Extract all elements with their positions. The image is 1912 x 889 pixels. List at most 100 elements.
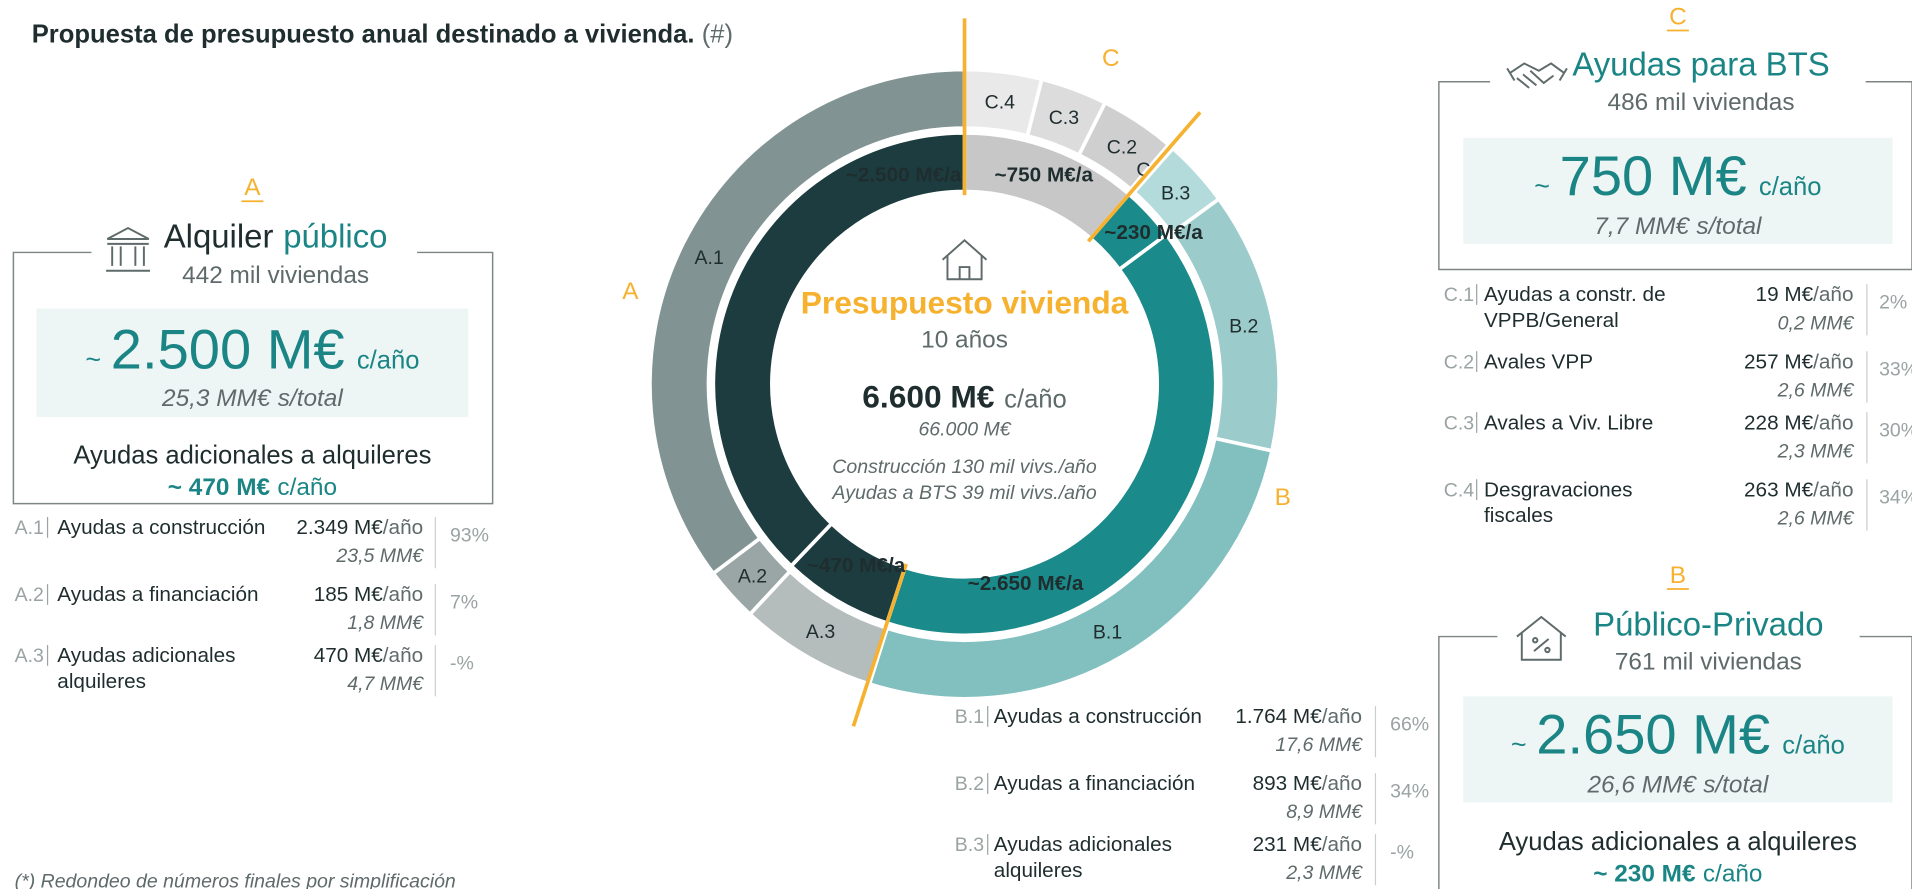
item-amount-part: 893 M€: [1253, 772, 1323, 795]
center-title-part: Presupuesto vivienda: [801, 284, 1129, 320]
item-amount-part: 257 M€: [1744, 350, 1814, 373]
item-name-part: alquileres: [994, 859, 1083, 882]
item-share-part: 93%: [450, 524, 489, 546]
panel-subtitle-part: 486 mil viviendas: [1608, 89, 1795, 116]
item-total: 2,3 MM€: [1285, 862, 1363, 884]
item-total: 2,3 MM€: [1777, 440, 1855, 462]
item-amount: 1.764 M€/año: [1235, 705, 1362, 728]
segment-code: A.3: [806, 621, 835, 643]
item-name-part: Ayudas adicionales: [57, 644, 235, 667]
panel-title: Alquiler público: [164, 218, 388, 255]
item-share: -%: [450, 652, 474, 674]
panel-letter: A: [244, 174, 261, 201]
panel-total: 25,3 MM€ s/total: [161, 385, 343, 412]
item-code: A.1: [15, 517, 44, 539]
item-share: 34%: [1879, 487, 1912, 509]
house-percent-icon: [1516, 615, 1567, 661]
item-code: B.3: [955, 834, 984, 856]
item-total-part: 2,6 MM€: [1777, 507, 1855, 529]
item-name: fiscales: [1484, 504, 1553, 527]
title-note: (#): [702, 21, 733, 49]
item-amount-part: 263 M€: [1744, 478, 1814, 501]
panel-letter-part: A: [244, 174, 261, 201]
handshake-icon: [1506, 62, 1568, 89]
center-line-part: Construcción 130 mil vivs./año: [832, 456, 1097, 478]
item-name-part: Desgravaciones: [1484, 478, 1633, 501]
panel-subtitle: 761 mil viviendas: [1615, 648, 1802, 675]
segment-code: C.4: [985, 91, 1016, 113]
item-name: Ayudas a financiación: [994, 772, 1195, 795]
item-code: C.1: [1444, 284, 1474, 306]
house-icon: [941, 238, 988, 281]
item-total: 17,6 MM€: [1275, 734, 1363, 756]
panel-letter: C: [1669, 3, 1687, 30]
panel-letter-part: B: [1670, 562, 1686, 589]
panel-total-part: 26,6 MM€: [1587, 772, 1698, 799]
item-code: B.1: [955, 706, 984, 728]
item-amount-part: /año: [383, 516, 423, 539]
item-code-part: B.3: [955, 834, 984, 856]
panel-letter: B: [1670, 562, 1686, 589]
item-name: alquileres: [994, 859, 1083, 882]
item-code: A.2: [15, 584, 44, 606]
item-code: B.2: [955, 773, 984, 795]
item-name-part: Ayudas a financiación: [994, 772, 1195, 795]
panel-total-part: s/total: [278, 385, 344, 412]
panel-amount-part: c/año: [1782, 732, 1845, 760]
item-total: 2,6 MM€: [1777, 507, 1855, 529]
item-share: 7%: [450, 592, 478, 614]
item-name: Avales a Viv. Libre: [1484, 411, 1653, 434]
extra-amount-part: c/año: [1703, 861, 1763, 888]
extra-amount-part: ~ 230 M€: [1593, 861, 1696, 888]
panel-frame: [1438, 635, 1912, 889]
extra-amount-part: ~ 470 M€: [168, 474, 271, 501]
item-share: 34%: [1390, 781, 1429, 803]
item-amount-part: /año: [1813, 283, 1853, 306]
panel-amount-part: c/año: [1759, 173, 1822, 201]
item-total-part: 4,7 MM€: [347, 673, 424, 695]
item-share-part: 7%: [450, 592, 478, 614]
item-code-part: A.2: [15, 584, 44, 606]
group-letter: A: [622, 278, 639, 305]
center-line: Ayudas a BTS 39 mil vivs./año: [831, 482, 1096, 504]
group-letter: B: [1275, 484, 1291, 511]
item-code-part: C.1: [1444, 284, 1474, 306]
item-share: 2%: [1879, 292, 1907, 314]
item-name: Ayudas a financiación: [57, 583, 258, 606]
item-amount-part: 185 M€: [314, 583, 384, 606]
extra-amount-part: c/año: [277, 474, 337, 501]
item-share: 33%: [1879, 359, 1912, 381]
item-name: VPPB/General: [1484, 309, 1619, 332]
item-name-part: alquileres: [57, 670, 146, 693]
item-name-part: Ayudas a construcción: [57, 516, 265, 539]
panel-title-part: Ayudas para BTS: [1572, 46, 1829, 83]
item-share-part: 34%: [1390, 781, 1429, 803]
item-name: Ayudas a construcción: [994, 705, 1202, 728]
item-amount: 257 M€/año: [1744, 350, 1853, 373]
item-share: -%: [1390, 841, 1414, 863]
outer-segment: [648, 67, 967, 577]
item-code-part: A.3: [15, 645, 44, 667]
group-divider: [1086, 111, 1202, 243]
panel-amount-part: c/año: [357, 346, 420, 374]
item-share-part: 66%: [1390, 713, 1429, 735]
segment-code: A.1: [695, 247, 724, 269]
inner-label: ~2.650 M€/a: [968, 572, 1084, 595]
panel-letter-part: C: [1669, 3, 1687, 30]
item-total-part: 17,6 MM€: [1275, 734, 1363, 756]
item-amount: 2.349 M€/año: [296, 516, 423, 539]
item-name-part: Ayudas a financiación: [57, 583, 258, 606]
item-amount-part: 2.349 M€: [296, 516, 383, 539]
inner-segment: [711, 131, 967, 569]
item-name: Ayudas a construcción: [57, 516, 265, 539]
inner-label: ~470 M€/a: [807, 554, 906, 577]
item-name-part: Avales VPP: [1484, 350, 1593, 373]
item-name-part: Ayudas a construcción: [994, 705, 1202, 728]
item-name-part: Avales a Viv. Libre: [1484, 411, 1653, 434]
panel-subtitle: 486 mil viviendas: [1608, 89, 1795, 116]
extra-amount: ~ 230 M€ c/año: [1593, 861, 1762, 888]
item-code-part: C.3: [1444, 412, 1474, 434]
item-name: Avales VPP: [1484, 350, 1593, 373]
segment-code: A.2: [738, 565, 767, 587]
item-total-part: 2,6 MM€: [1777, 379, 1855, 401]
